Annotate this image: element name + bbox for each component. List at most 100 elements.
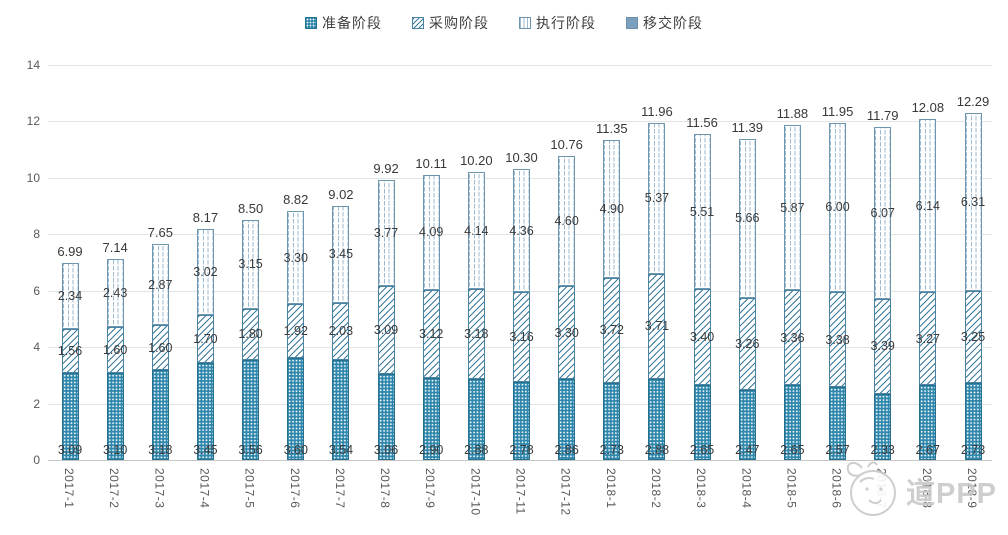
data-label: 3.09 — [57, 443, 83, 457]
data-label: 3.30 — [283, 250, 308, 265]
data-label: 3.16 — [509, 329, 534, 344]
x-axis-label: 2017-2 — [107, 468, 122, 509]
bar-segment-procurement — [61, 328, 79, 373]
bar-segment-preparation — [513, 381, 530, 460]
data-label: 1.92 — [283, 324, 308, 339]
total-label: 11.79 — [866, 108, 899, 124]
bar-segment-procurement — [287, 304, 305, 359]
data-label: 2.57 — [825, 443, 850, 457]
bar-segment-procurement — [513, 292, 530, 382]
data-label: 3.06 — [373, 443, 399, 457]
x-axis-label: 2018-4 — [739, 468, 754, 509]
total-label: 8.50 — [237, 201, 264, 217]
solid-swatch-icon — [626, 17, 638, 29]
bar-segment-execution — [648, 122, 666, 275]
data-label: 2.88 — [464, 443, 489, 457]
bar-segment-execution — [964, 113, 982, 292]
bar-segment-procurement — [151, 325, 169, 371]
data-label: 3.60 — [283, 443, 308, 457]
legend-label: 执行阶段 — [536, 15, 596, 31]
total-label: 11.95 — [821, 103, 854, 119]
data-label: 3.02 — [193, 265, 218, 280]
bar-segment-preparation — [377, 373, 395, 460]
bar-segment-preparation — [151, 370, 169, 460]
bar-segment-execution — [738, 138, 756, 299]
x-axis-label: 2018-8 — [919, 468, 934, 509]
data-label: 1.70 — [193, 331, 218, 346]
data-label: 3.12 — [419, 327, 444, 342]
bar-segment-procurement — [648, 274, 666, 379]
y-axis-tick-label: 2 — [33, 396, 40, 411]
data-label: 1.60 — [102, 342, 128, 357]
data-label: 2.65 — [689, 443, 715, 457]
bar-segment-preparation — [242, 359, 260, 460]
total-label: 11.56 — [686, 114, 718, 130]
bar-segment-procurement — [829, 292, 847, 388]
data-label: 6.14 — [915, 198, 941, 213]
x-axis-label: 2018-6 — [829, 468, 844, 509]
bar-segment-procurement — [738, 298, 756, 391]
total-label: 11.88 — [776, 105, 809, 121]
legend-item-3: 执行阶段 — [519, 13, 596, 33]
data-label: 3.10 — [102, 443, 128, 457]
total-label: 12.29 — [956, 94, 990, 110]
data-label: 2.47 — [735, 443, 760, 457]
bar-segment-execution — [332, 205, 350, 303]
data-label: 1.80 — [238, 327, 263, 342]
y-axis-tick-label: 8 — [33, 227, 40, 242]
bar-segment-preparation — [648, 378, 666, 460]
bar-segment-execution — [513, 169, 530, 293]
total-label: 10.20 — [460, 153, 493, 169]
bar-segment-procurement — [603, 278, 621, 383]
data-label: 5.87 — [780, 200, 805, 215]
bar-segment-procurement — [693, 289, 711, 386]
total-label: 8.82 — [283, 192, 309, 208]
bar-segment-preparation — [964, 382, 982, 460]
bar-segment-execution — [287, 211, 305, 305]
legend: 准备阶段 采购阶段 执行阶段 移交阶段 — [0, 13, 1008, 33]
data-label: 3.77 — [373, 226, 399, 241]
y-axis-tick-label: 10 — [26, 170, 40, 185]
bar-segment-execution — [467, 172, 485, 289]
gridline — [48, 121, 992, 123]
total-label: 10.30 — [505, 150, 538, 166]
data-label: 2.67 — [915, 443, 941, 457]
data-label: 1.60 — [148, 340, 173, 355]
bar-segment-procurement — [332, 302, 350, 361]
data-label: 6.00 — [825, 200, 850, 215]
x-axis-label: 2017-3 — [152, 468, 167, 509]
x-axis-label: 2018-3 — [694, 468, 709, 509]
data-label: 3.38 — [825, 332, 850, 347]
bar-segment-procurement — [558, 286, 576, 380]
data-label: 5.51 — [689, 204, 715, 219]
data-label: 3.40 — [689, 330, 715, 345]
x-axis-line — [48, 460, 992, 461]
bar-segment-preparation — [61, 372, 79, 460]
bar-segment-preparation — [106, 372, 124, 460]
x-axis-label: 2018-1 — [603, 468, 618, 509]
x-axis-label: 2017-10 — [468, 468, 483, 516]
bar-segment-execution — [151, 244, 169, 326]
bar-segment-preparation — [783, 385, 801, 460]
data-label: 3.27 — [915, 331, 941, 346]
bar-segment-preparation — [422, 378, 440, 460]
data-label: 2.03 — [328, 324, 354, 339]
data-label: 3.09 — [373, 323, 399, 338]
x-axis-label: 2017-9 — [423, 468, 438, 509]
data-label: 2.90 — [419, 443, 444, 457]
bar-segment-execution — [377, 180, 395, 287]
bar-segment-procurement — [422, 290, 440, 379]
x-axis-label: 2018-5 — [784, 468, 799, 509]
bar-segment-execution — [829, 122, 847, 293]
data-label: 2.34 — [57, 288, 83, 303]
bar-segment-preparation — [467, 378, 485, 460]
x-axis-label: 2017-11 — [513, 468, 528, 515]
data-label: 4.90 — [599, 201, 624, 216]
data-label: 4.36 — [509, 223, 534, 238]
total-label: 9.92 — [373, 161, 399, 177]
data-label: 3.25 — [960, 330, 986, 345]
legend-item-4: 移交阶段 — [626, 13, 703, 33]
data-label: 2.87 — [148, 277, 173, 292]
